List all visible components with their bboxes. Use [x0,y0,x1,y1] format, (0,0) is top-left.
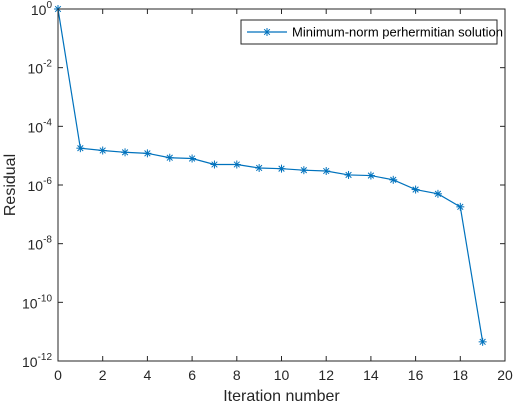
x-tick-label: 12 [318,367,334,383]
y-tick-label: 10-4 [28,117,53,135]
data-point [366,171,375,180]
x-tick-label: 8 [233,367,241,383]
data-point [98,146,107,155]
x-tick-label: 0 [54,367,62,383]
data-point [478,337,487,346]
data-point [188,154,197,163]
x-tick-label: 4 [144,367,152,383]
legend-label: Minimum-norm perhermitian solution [292,25,503,40]
x-axis-label: Iteration number [223,388,340,405]
data-point [389,175,398,184]
y-axis-label: Residual [2,154,19,216]
data-point [76,144,85,153]
data-point [322,167,331,176]
legend-marker-symbol [263,28,271,36]
y-tick-label: 10-2 [28,59,53,77]
data-point [411,185,420,194]
x-tick-label: 20 [497,367,513,383]
legend: Minimum-norm perhermitian solution [240,19,503,45]
data-point [277,164,286,173]
data-point [433,189,442,198]
data-point [143,149,152,158]
data-point [255,163,264,172]
legend-marker [263,28,271,36]
data-point [165,153,174,162]
y-tick-label: 10-8 [28,235,53,253]
x-tick-label: 16 [408,367,424,383]
x-tick-label: 10 [274,367,290,383]
tick-layer: 0 2 4 6 8 10 12 14 16 18 20 100 10-2 10-4 10-6 10-8 10-1… [22,0,513,383]
y-tick-label: 10-6 [28,176,53,194]
data-point [121,148,130,157]
plot-background [58,9,505,361]
series-layer [54,5,487,346]
y-tick-label: 10-12 [22,352,52,370]
x-tick-label: 14 [363,367,379,383]
y-tick-label: 100 [31,0,53,18]
x-tick-label: 2 [99,367,107,383]
data-point [344,170,353,179]
data-point [210,160,219,169]
x-tick-label: 18 [453,367,469,383]
data-point [299,166,308,175]
data-point [232,160,241,169]
x-tick-label: 6 [188,367,196,383]
y-tick-label: 10-10 [22,293,52,311]
data-point [456,202,465,211]
